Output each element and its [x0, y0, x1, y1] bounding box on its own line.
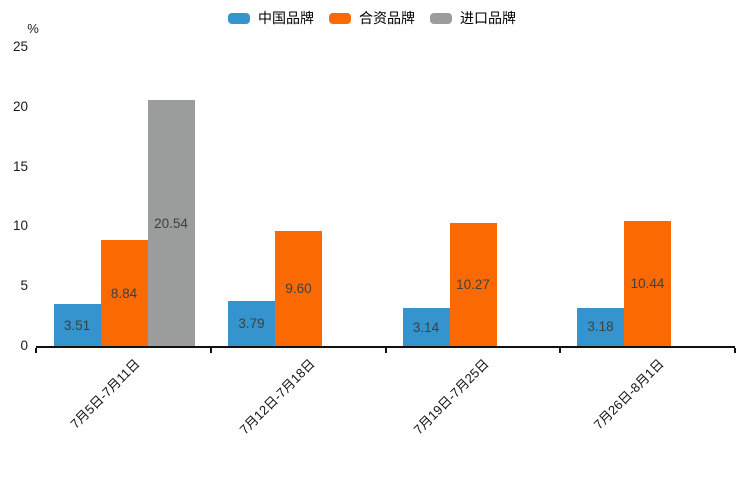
bar-value-label: 10.27 [456, 277, 490, 293]
bar-joint-venture-brand-group4: 10.44 [624, 221, 671, 346]
x-axis-tick [734, 348, 736, 353]
bar-joint-venture-brand-group1: 8.84 [100, 240, 148, 346]
legend-item-joint-venture-brand: 合资品牌 [329, 8, 415, 28]
y-tick-label: 0 [20, 338, 28, 353]
bar-china-brand-group4: 3.18 [577, 307, 624, 346]
bar-value-label: 3.18 [587, 319, 614, 335]
legend-item-import-brand: 进口品牌 [430, 8, 516, 28]
legend-label-import-brand: 进口品牌 [460, 10, 516, 26]
chart-legend: 中国品牌 合资品牌 进口品牌 [0, 8, 744, 28]
bar-joint-venture-brand-group3: 10.27 [449, 223, 497, 346]
y-tick-label: 15 [12, 158, 28, 174]
bar-china-brand-group3: 3.14 [402, 308, 450, 346]
x-category-label: 7月26日-8月1日 [590, 356, 667, 433]
bar-value-label: 10.44 [630, 276, 665, 292]
bar-joint-venture-brand-group2: 9.60 [275, 231, 322, 346]
legend-label-china-brand: 中国品牌 [258, 10, 314, 26]
bar-china-brand-group1: 3.51 [53, 304, 101, 346]
x-axis-line [36, 346, 735, 348]
bar-value-label: 9.60 [285, 281, 312, 297]
legend-swatch-china-brand-icon [228, 12, 250, 24]
x-axis-tick [35, 348, 37, 353]
bar-value-label: 3.14 [412, 319, 440, 335]
bar-value-label: 3.79 [238, 315, 265, 331]
y-axis-unit-label: % [27, 21, 39, 36]
bar-china-brand-group2: 3.79 [228, 300, 275, 346]
legend-item-china-brand: 中国品牌 [228, 8, 314, 28]
legend-label-joint-venture-brand: 合资品牌 [359, 10, 415, 26]
x-axis-tick [559, 348, 562, 353]
y-tick-label: 10 [12, 218, 28, 234]
y-tick-label: 25 [12, 39, 28, 54]
x-category-label: 7月19日-7月25日 [410, 356, 492, 438]
x-axis-tick [209, 348, 212, 353]
bar-value-label: 8.84 [110, 285, 138, 301]
y-tick-label: 5 [20, 278, 28, 294]
bar-import-brand-group1: 20.54 [147, 100, 195, 346]
bar-value-label: 20.54 [154, 215, 188, 231]
bar-value-label: 3.51 [63, 317, 91, 333]
x-category-label: 7月5日-7月11日 [67, 356, 143, 432]
x-axis-tick [384, 348, 387, 353]
legend-swatch-joint-venture-brand-icon [329, 12, 351, 24]
x-category-label: 7月12日-7月18日 [236, 356, 318, 438]
legend-swatch-import-brand-icon [430, 12, 452, 24]
y-tick-label: 20 [12, 98, 28, 114]
